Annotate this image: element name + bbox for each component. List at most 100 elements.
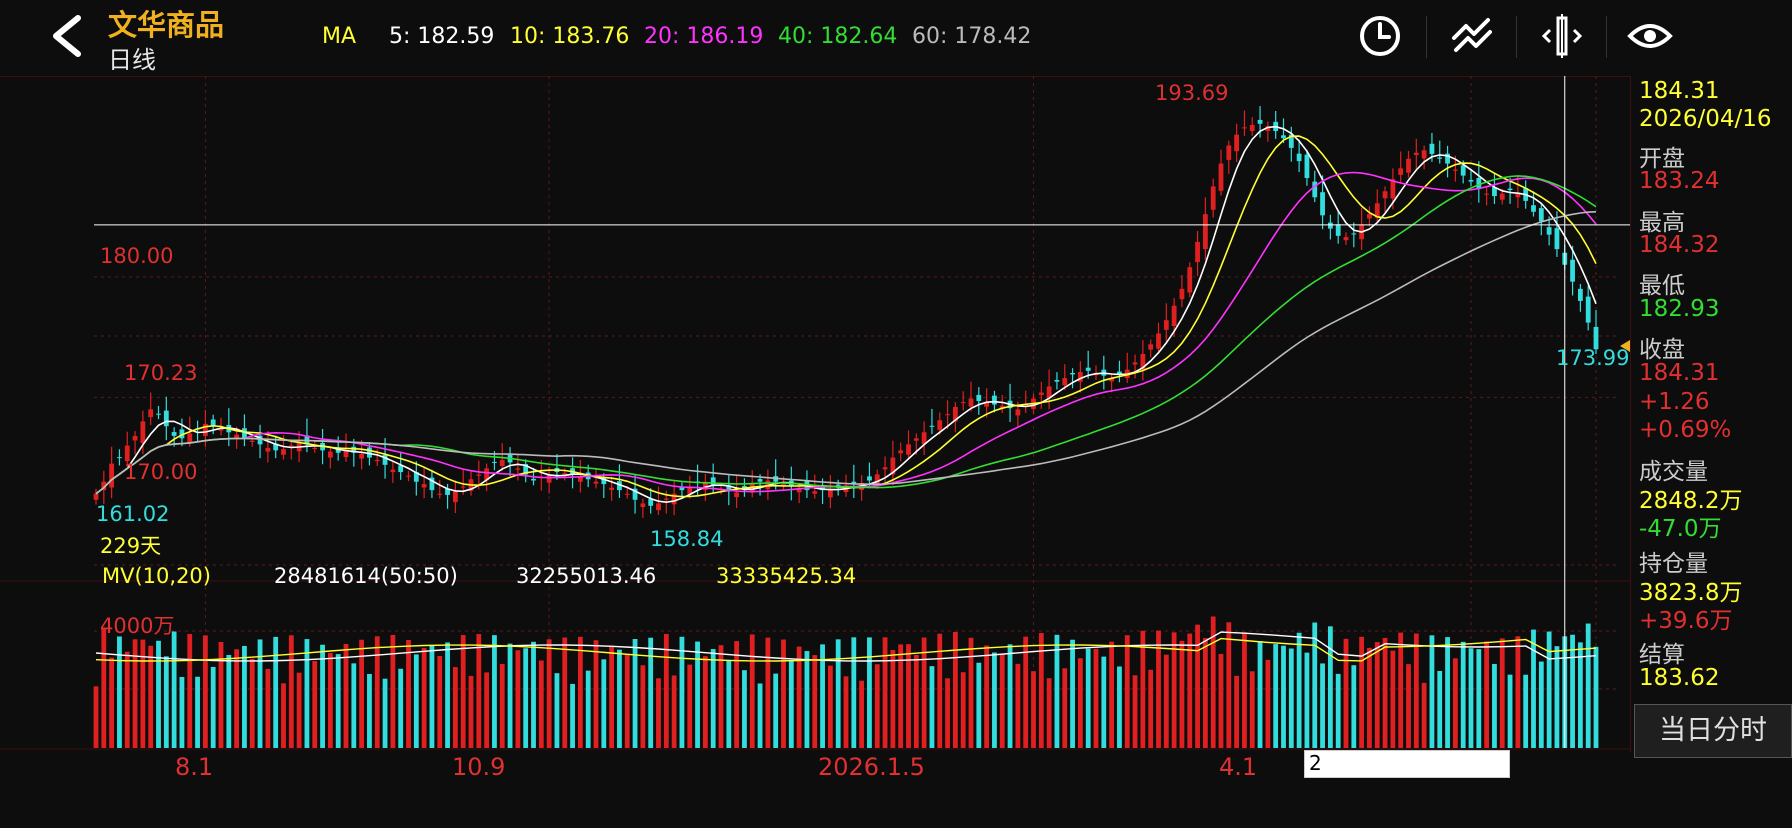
candle-body bbox=[632, 488, 638, 500]
volume-bar bbox=[421, 647, 427, 748]
candle-body bbox=[515, 468, 521, 470]
candle-body bbox=[593, 481, 599, 484]
volume-bar bbox=[585, 670, 591, 748]
kline-chart[interactable] bbox=[0, 76, 1630, 752]
volume-bar bbox=[445, 642, 450, 748]
ma-10-line bbox=[95, 135, 1597, 498]
draw-line-icon[interactable] bbox=[1448, 12, 1496, 60]
close-value: 184.31 bbox=[1639, 360, 1720, 386]
candle-body bbox=[1242, 127, 1247, 129]
volume-bar bbox=[593, 640, 599, 748]
candle-body bbox=[421, 484, 427, 488]
candle-body bbox=[1296, 153, 1302, 162]
back-arrow-icon[interactable] bbox=[46, 14, 90, 58]
volume-bar bbox=[937, 633, 943, 748]
ma-60-line bbox=[95, 211, 1597, 495]
candle-body bbox=[132, 435, 138, 441]
volume-bar bbox=[1304, 652, 1310, 748]
x-tick-2: 10.9 bbox=[452, 753, 506, 781]
volume-bar bbox=[242, 645, 247, 748]
chart-header: 文华商品 日线 MA 5: 182.59 10: 183.76 20: 186.… bbox=[0, 0, 1792, 77]
volume-bar bbox=[195, 676, 200, 748]
candle-body bbox=[1304, 154, 1310, 178]
volume-bar bbox=[1054, 634, 1060, 748]
candle-body bbox=[913, 438, 919, 441]
clock-icon[interactable] bbox=[1356, 12, 1404, 60]
high-value: 184.32 bbox=[1639, 232, 1720, 258]
volume-bar bbox=[640, 665, 646, 748]
eye-icon[interactable] bbox=[1626, 12, 1674, 60]
volume-bar bbox=[562, 637, 568, 748]
volume-bar bbox=[796, 646, 802, 748]
candle-body bbox=[202, 423, 208, 436]
oi-change: +39.6万 bbox=[1639, 608, 1733, 634]
candle-body bbox=[1038, 392, 1044, 395]
volume-bar bbox=[570, 683, 575, 748]
candle-body bbox=[781, 484, 786, 487]
annotation-high: 193.69 bbox=[1155, 81, 1229, 105]
volume-bar bbox=[992, 652, 997, 748]
quote-panel: 184.31 2026/04/16 开盘 183.24 最高 184.32 最低… bbox=[1630, 76, 1792, 752]
intraday-button[interactable]: 当日分时 bbox=[1634, 704, 1792, 758]
candle-body bbox=[906, 444, 911, 455]
candle-body bbox=[210, 419, 216, 427]
candle-body bbox=[867, 476, 872, 481]
candle-body bbox=[1281, 135, 1286, 139]
volume-bar bbox=[726, 659, 732, 748]
candle-body bbox=[1413, 152, 1419, 156]
volume-bar bbox=[906, 644, 911, 748]
volume-bar bbox=[827, 665, 833, 748]
volume-bar bbox=[484, 672, 490, 748]
candle-body bbox=[1492, 187, 1497, 197]
candle-body bbox=[851, 481, 857, 485]
volume-bar bbox=[687, 664, 693, 748]
period-label[interactable]: 日线 bbox=[108, 46, 156, 74]
volume-bar bbox=[1359, 636, 1365, 748]
zoom-adjust-icon[interactable] bbox=[1538, 12, 1586, 60]
candle-body bbox=[1148, 344, 1154, 350]
instrument-title: 文华商品 bbox=[108, 8, 225, 42]
open-label: 开盘 bbox=[1639, 146, 1685, 172]
candle-body bbox=[429, 477, 435, 491]
volume-bar bbox=[921, 637, 927, 748]
volume-bar bbox=[999, 653, 1005, 748]
volume-bar bbox=[296, 672, 302, 748]
volume-bar bbox=[1390, 650, 1396, 748]
candle-body bbox=[179, 429, 185, 439]
volume-bar bbox=[742, 670, 747, 748]
volume-bar bbox=[1007, 644, 1013, 748]
volume-bar bbox=[1171, 632, 1177, 748]
panel-price: 184.31 bbox=[1639, 78, 1720, 104]
volume-bar bbox=[1312, 622, 1318, 748]
candle-body bbox=[687, 486, 693, 494]
candle-body bbox=[398, 465, 404, 473]
moving-average-lines bbox=[95, 125, 1597, 662]
volume-bar bbox=[288, 635, 294, 748]
volume-bar bbox=[523, 648, 529, 748]
candle-body bbox=[148, 409, 154, 418]
volume-bar bbox=[124, 651, 130, 748]
volume-tick: 4000万 bbox=[100, 614, 175, 638]
volume-bar bbox=[492, 635, 497, 748]
crosshair-date-box: 2 bbox=[1304, 750, 1510, 778]
volume-bar bbox=[749, 634, 755, 748]
volume-bar bbox=[1398, 632, 1404, 748]
candle-body bbox=[976, 394, 982, 401]
volume-bar bbox=[476, 634, 482, 748]
candle-body bbox=[1437, 157, 1443, 159]
candle-body bbox=[960, 402, 966, 404]
candle-body bbox=[531, 478, 536, 481]
volume-bar bbox=[218, 641, 224, 748]
open-value: 183.24 bbox=[1639, 168, 1720, 194]
candle-body bbox=[945, 414, 950, 416]
candle-body bbox=[937, 420, 943, 430]
ma-20-value: 20: 186.19 bbox=[644, 24, 764, 49]
volume-bar bbox=[929, 666, 935, 748]
candle-body bbox=[242, 428, 247, 439]
volume-value-1: 28481614(50:50) bbox=[274, 564, 458, 588]
candle-body bbox=[288, 445, 294, 447]
candle-body bbox=[992, 395, 997, 405]
candle-body bbox=[999, 405, 1005, 409]
volume-bar bbox=[1585, 623, 1591, 748]
change-pct: +0.69% bbox=[1639, 417, 1732, 443]
